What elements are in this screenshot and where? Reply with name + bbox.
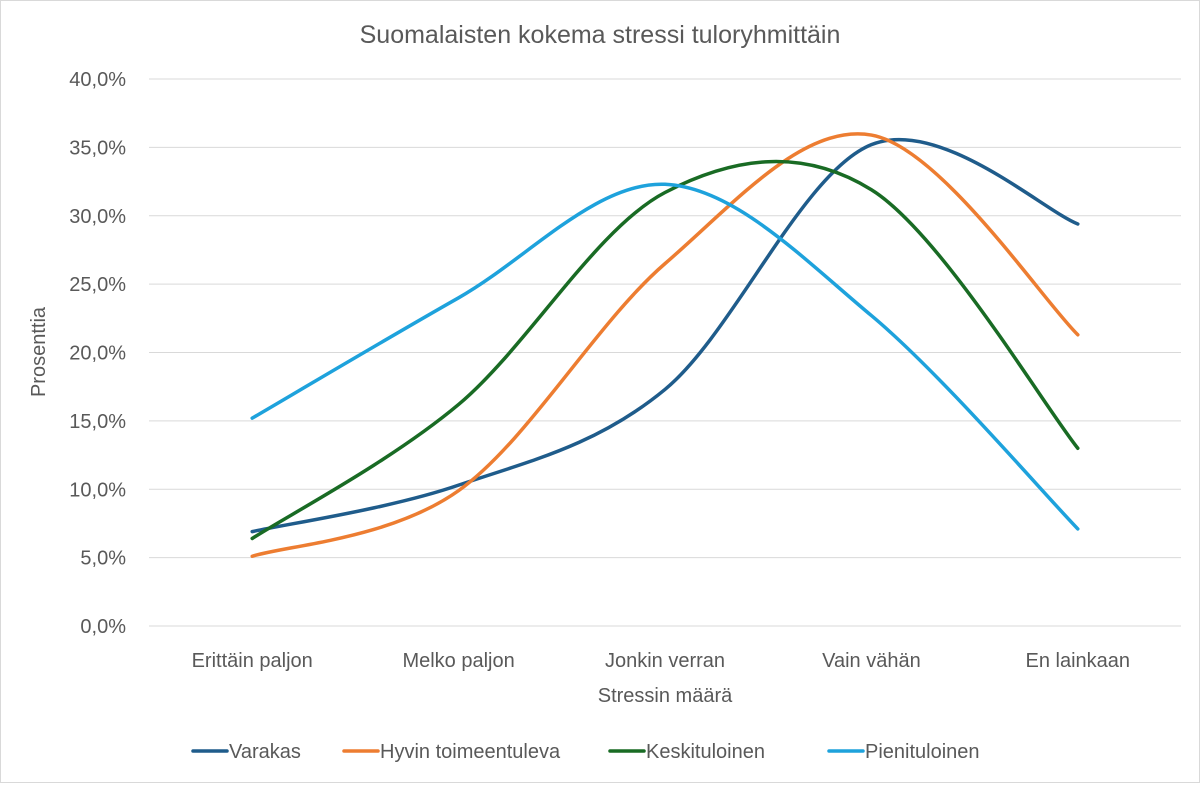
legend-label: Keskituloinen xyxy=(646,741,765,763)
legend-label: Hyvin toimeentuleva xyxy=(380,741,561,763)
y-tick-label: 35,0% xyxy=(69,137,126,159)
y-tick-label: 30,0% xyxy=(69,206,126,228)
y-tick-label: 40,0% xyxy=(69,69,126,91)
legend-item-pienituloinen: Pienituloinen xyxy=(827,741,980,763)
legend: Varakas Hyvin toimeentuleva Keskituloinen P… xyxy=(191,741,980,763)
x-tick-label: Vain vähän xyxy=(822,650,921,672)
y-tick-label: 15,0% xyxy=(69,411,126,433)
series-line-varakas xyxy=(250,137,1080,534)
x-tick-label: Melko paljon xyxy=(402,650,514,672)
y-axis-title: Prosenttia xyxy=(28,306,50,397)
legend-label: Pienituloinen xyxy=(865,741,980,763)
x-axis-title: Stressin määrä xyxy=(598,685,733,707)
y-axis-ticks: 0,0% 5,0% 10,0% 15,0% 20,0% 25,0% 30,0% 35,0% 40… xyxy=(69,69,126,638)
y-tick-label: 25,0% xyxy=(69,274,126,296)
series-line-pienituloinen xyxy=(250,182,1080,531)
legend-item-hyvin-toimeentuleva: Hyvin toimeentuleva xyxy=(342,741,561,763)
chart-title: Suomalaisten kokema stressi tuloryhmittä… xyxy=(360,21,841,49)
series-line-hyvin-toimeentuleva xyxy=(250,132,1080,559)
y-tick-label: 0,0% xyxy=(80,616,126,638)
x-tick-label: Erittäin paljon xyxy=(192,650,313,672)
series-lines xyxy=(250,132,1080,559)
y-tick-label: 20,0% xyxy=(69,343,126,365)
y-tick-label: 10,0% xyxy=(69,479,126,501)
gridlines xyxy=(149,78,1181,627)
y-tick-label: 5,0% xyxy=(80,548,126,570)
x-tick-label: En lainkaan xyxy=(1026,650,1131,672)
legend-item-varakas: Varakas xyxy=(191,741,301,763)
x-axis-ticks: Erittäin paljon Melko paljon Jonkin verran… xyxy=(192,650,1130,672)
series-line-keskituloinen xyxy=(250,159,1080,541)
legend-label: Varakas xyxy=(229,741,301,763)
legend-item-keskituloinen: Keskituloinen xyxy=(608,741,765,763)
x-tick-label: Jonkin verran xyxy=(605,650,725,672)
